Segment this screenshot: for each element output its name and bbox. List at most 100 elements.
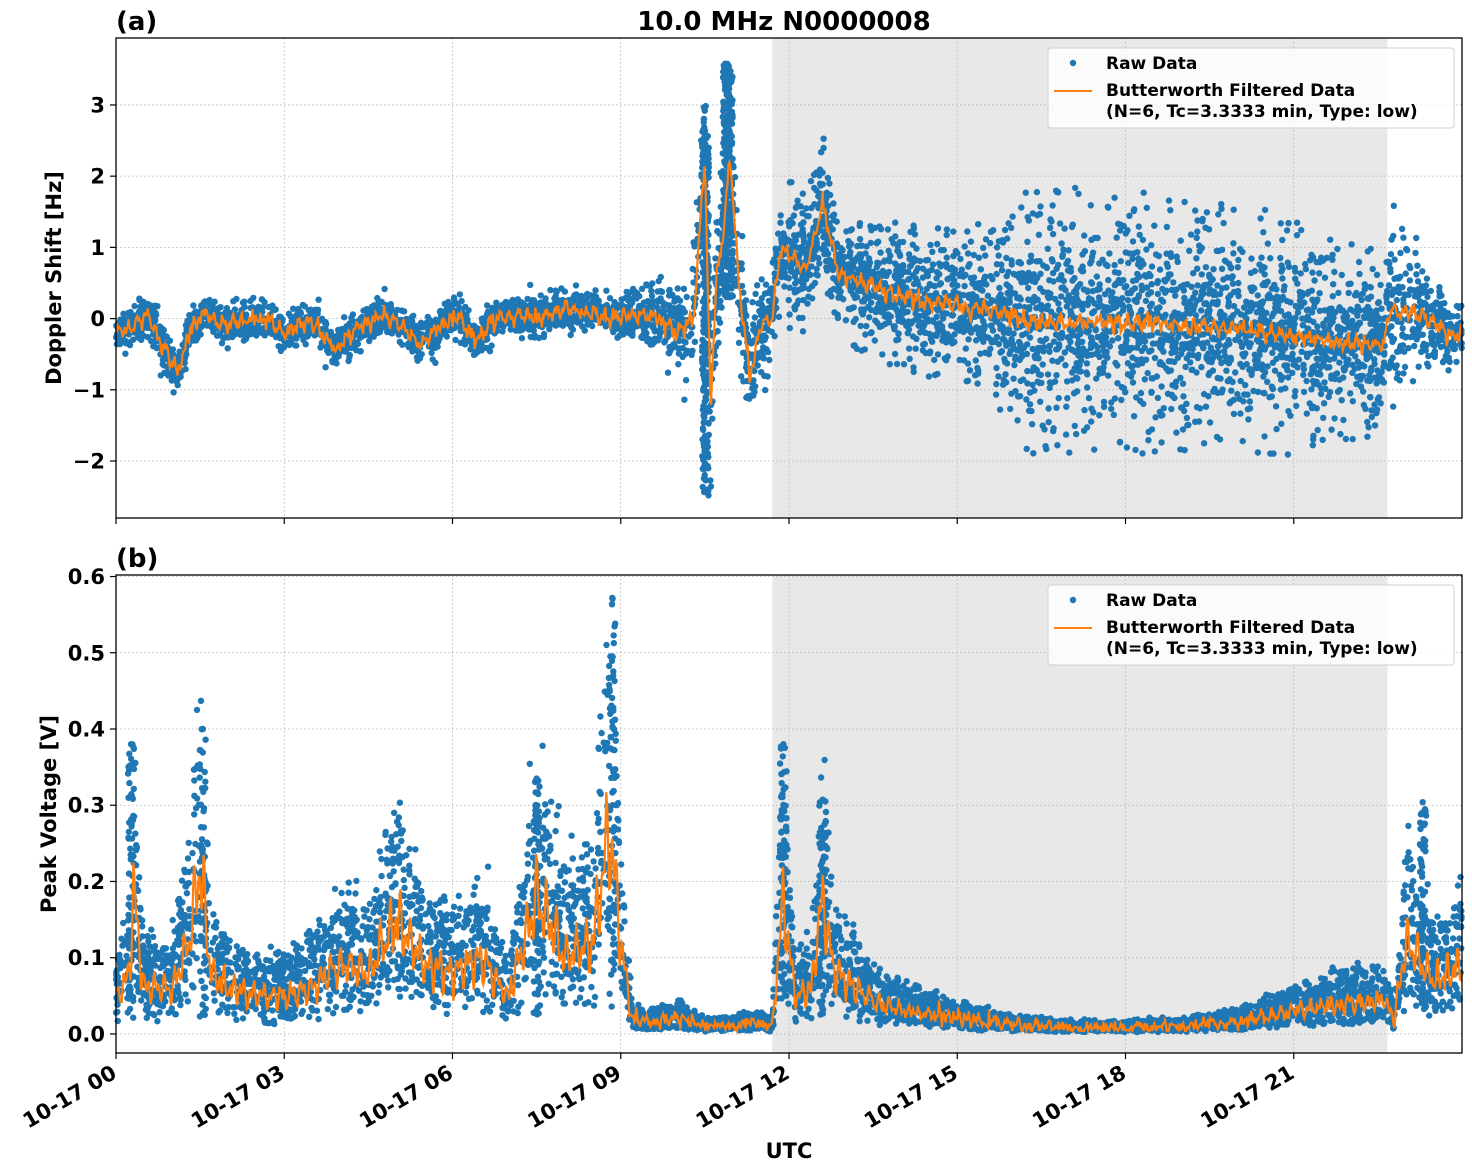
raw-point: [662, 301, 670, 308]
raw-point: [363, 305, 370, 313]
raw-point: [916, 329, 924, 336]
raw-point: [1349, 369, 1356, 376]
raw-point: [1158, 383, 1165, 390]
raw-point: [784, 236, 791, 243]
raw-point: [1406, 286, 1414, 293]
raw-point: [1174, 258, 1181, 265]
raw-point: [450, 294, 458, 301]
raw-point: [483, 302, 491, 309]
raw-point: [408, 317, 416, 325]
raw-point: [239, 299, 247, 306]
raw-point: [1197, 295, 1204, 303]
raw-point: [1096, 286, 1103, 293]
raw-point: [649, 298, 657, 305]
raw-point: [1023, 350, 1031, 358]
raw-point: [1316, 290, 1323, 297]
raw-point: [899, 307, 906, 315]
raw-point: [462, 303, 469, 311]
raw-point: [1089, 310, 1096, 317]
raw-point: [1271, 367, 1279, 374]
raw-point: [674, 285, 681, 292]
raw-point: [764, 348, 772, 356]
raw-point: [1023, 396, 1030, 403]
raw-point: [1205, 358, 1212, 365]
raw-point: [1242, 381, 1249, 389]
raw-point: [1151, 354, 1159, 362]
raw-point: [1425, 352, 1432, 360]
raw-point: [666, 292, 673, 299]
raw-point: [775, 230, 782, 237]
raw-point: [535, 334, 543, 342]
raw-point: [129, 336, 137, 343]
raw-point: [603, 287, 610, 294]
raw-point: [1179, 380, 1187, 387]
raw-point: [674, 316, 681, 323]
raw-point: [610, 328, 617, 336]
raw-point: [657, 287, 664, 295]
raw-point: [933, 275, 940, 282]
raw-point: [735, 326, 743, 333]
raw-point: [1177, 283, 1185, 290]
raw-point: [1278, 420, 1285, 427]
raw-point: [1406, 277, 1414, 284]
raw-point: [1050, 338, 1058, 345]
raw-point: [788, 241, 796, 248]
raw-point: [1424, 305, 1432, 312]
raw-point: [956, 272, 963, 280]
raw-point: [1268, 383, 1276, 390]
raw-point: [1400, 234, 1407, 241]
raw-point: [1124, 297, 1132, 304]
raw-point: [1172, 292, 1179, 299]
raw-point: [811, 279, 819, 287]
raw-point: [1424, 360, 1431, 367]
raw-point: [951, 338, 958, 346]
raw-point: [1285, 374, 1292, 381]
raw-point: [255, 303, 262, 310]
raw-point: [682, 350, 689, 357]
raw-point: [1282, 385, 1289, 392]
raw-point: [182, 365, 189, 373]
raw-point: [1415, 363, 1422, 370]
raw-point: [218, 340, 226, 347]
raw-point: [1174, 354, 1182, 361]
raw-point: [1135, 223, 1143, 230]
raw-point: [767, 285, 774, 293]
raw-point: [1284, 367, 1291, 374]
raw-point: [857, 242, 864, 249]
raw-point: [1029, 277, 1036, 285]
raw-point: [1120, 303, 1127, 310]
raw-point: [756, 307, 763, 315]
raw-point: [1103, 340, 1111, 348]
raw-point: [315, 296, 322, 303]
raw-point: [1087, 344, 1095, 351]
raw-point: [1258, 254, 1265, 261]
raw-point: [198, 303, 205, 310]
raw-point: [654, 298, 661, 305]
raw-point: [1109, 289, 1116, 296]
raw-point: [912, 316, 920, 323]
raw-point: [773, 246, 780, 253]
raw-point: [989, 276, 996, 283]
raw-point: [1422, 347, 1430, 354]
raw-point: [1390, 403, 1397, 410]
raw-point: [1070, 390, 1078, 397]
raw-point: [744, 393, 751, 400]
raw-point: [904, 308, 911, 315]
raw-point: [1257, 345, 1265, 352]
raw-point: [780, 230, 787, 237]
raw-point: [1419, 331, 1427, 338]
raw-point: [1391, 256, 1398, 263]
raw-point: [995, 252, 1002, 259]
raw-point: [1049, 357, 1056, 364]
raw-point: [716, 302, 724, 310]
raw-point: [1419, 289, 1427, 296]
raw-point: [138, 336, 145, 343]
raw-point: [970, 251, 978, 259]
raw-point: [845, 243, 853, 250]
raw-point: [1045, 294, 1052, 302]
raw-point: [120, 310, 127, 317]
raw-point: [186, 312, 193, 319]
raw-point: [1399, 331, 1406, 338]
raw-point: [1402, 270, 1409, 277]
raw-point: [850, 291, 857, 298]
